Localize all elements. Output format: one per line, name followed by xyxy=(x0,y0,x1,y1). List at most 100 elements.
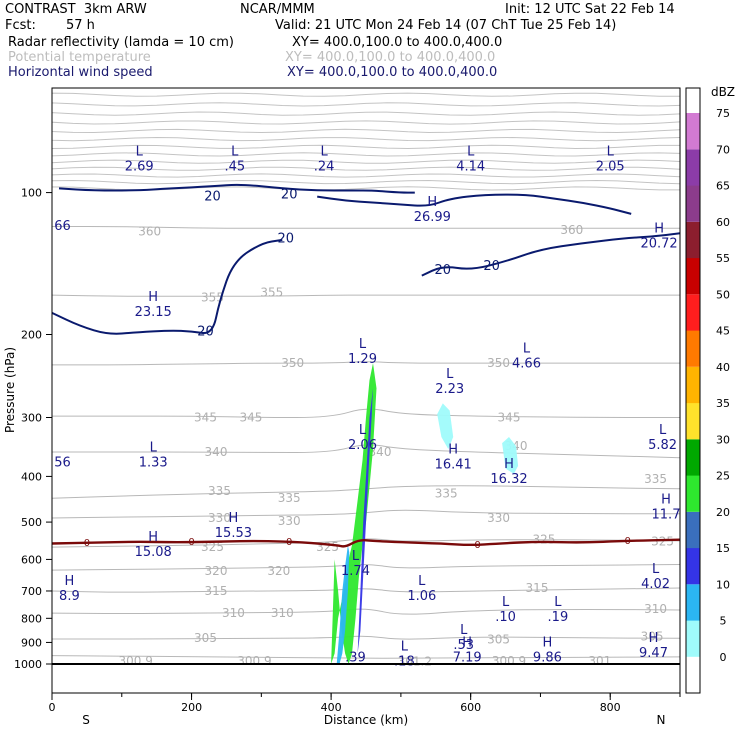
extremum-value: 5.82 xyxy=(648,438,677,453)
valid-time: Valid: 21 UTC Mon 24 Feb 14 (07 ChT Tue … xyxy=(275,18,617,33)
plot-frame xyxy=(51,87,681,694)
colorbar-label: 15 xyxy=(716,542,730,555)
extremum-value: .39 xyxy=(345,650,366,665)
reflectivity-core xyxy=(502,437,519,474)
theta-contour-label: 300.9 xyxy=(237,654,271,668)
colorbar-label: 5 xyxy=(720,615,727,628)
extremum-value: .24 xyxy=(314,160,335,175)
theta-contour-label: 360 xyxy=(560,223,583,237)
theta-contour-line xyxy=(51,294,680,297)
theta-contour-label: 320 xyxy=(267,564,290,578)
upper-band-line xyxy=(51,120,681,125)
field-name-theta: Potential temperature xyxy=(8,50,151,65)
extremum-type: L xyxy=(136,145,144,160)
upper-band-line xyxy=(51,144,680,150)
extremum-value: 1.33 xyxy=(139,456,168,471)
colorbar-swatch xyxy=(686,584,700,621)
theta-contour-label: 355 xyxy=(201,291,224,305)
extremum-type: H xyxy=(448,442,458,457)
extremum-value: 15.53 xyxy=(215,526,252,541)
extremum-value: 8.9 xyxy=(59,589,80,604)
zero-contour: 0 0 0 0 0 xyxy=(51,536,681,551)
wind-contour-line xyxy=(421,232,681,277)
colorbar: 0 5 10 15 20 25 30 35 40 45 50 55 60 65 70 75 xyxy=(685,87,730,694)
colorbar-label: 45 xyxy=(716,325,730,338)
theta-contour-line xyxy=(51,485,681,499)
colorbar-swatch xyxy=(686,439,700,476)
extremum-type: H xyxy=(427,195,437,210)
extremum-type: H xyxy=(462,635,472,650)
extremum-value: 2.23 xyxy=(435,382,464,397)
colorbar-label: 70 xyxy=(716,143,730,156)
theta-contour-line xyxy=(51,361,680,366)
zero-contour-label: 0 xyxy=(84,538,90,549)
upper-band-line xyxy=(51,128,681,134)
theta-contour-label: 345 xyxy=(498,411,521,425)
colorbar-swatch xyxy=(686,403,700,440)
upper-band-line xyxy=(51,166,681,171)
colorbar-swatch xyxy=(686,366,700,404)
zero-contour-label: 0 xyxy=(474,540,480,551)
extremum-value: 16.41 xyxy=(435,457,472,472)
y-tick-label: 500 xyxy=(21,516,42,529)
extremum-type: L xyxy=(467,145,475,160)
colorbar-label: 60 xyxy=(716,216,730,229)
extremum-value: 2.06 xyxy=(348,438,377,453)
colorbar-label: 10 xyxy=(716,578,730,591)
colorbar-label: 0 xyxy=(720,651,727,664)
upper-band-line xyxy=(51,102,681,107)
zero-contour-label: 0 xyxy=(625,536,631,547)
wind-contour-line xyxy=(58,183,415,194)
extremum-value: 2.05 xyxy=(596,160,625,175)
theta-contour-label: 340 xyxy=(205,445,228,459)
extremum-type: L xyxy=(231,145,239,160)
extremum-type: L xyxy=(150,441,158,456)
theta-contour-line xyxy=(51,509,680,519)
colorbar-label: 30 xyxy=(716,433,730,446)
theta-contour-label: 325 xyxy=(201,540,224,554)
extremum-type: H xyxy=(661,492,671,507)
theta-contour-label: 335 xyxy=(435,487,458,501)
extremum-value: .10 xyxy=(495,610,516,625)
colorbar-label: 55 xyxy=(716,252,730,265)
theta-contour-label: 360 xyxy=(138,225,161,239)
colorbar-swatch xyxy=(686,330,700,367)
field-xy-wind: XY= 400.0,100.0 to 400.0,400.0 xyxy=(287,65,498,80)
colorbar-swatch xyxy=(686,149,700,186)
colorbar-label: 20 xyxy=(716,506,730,519)
colorbar-swatch xyxy=(686,258,700,295)
extremum-type: L xyxy=(652,562,660,577)
model-title: CONTRAST 3km ARW xyxy=(5,2,147,17)
colorbar-frame xyxy=(685,87,701,694)
theta-contour-line xyxy=(52,226,680,229)
upper-band-line xyxy=(51,179,681,185)
extremum-value: 4.66 xyxy=(512,357,541,372)
extremum-type: L xyxy=(502,595,510,610)
theta-contour-label: 335 xyxy=(644,472,667,486)
annotations: L2.69L.45L.24L4.14L2.0566H26.99H20.72H23… xyxy=(54,145,680,670)
colorbar-label: 75 xyxy=(716,107,730,120)
theta-contour-label: 350 xyxy=(281,356,304,370)
wind-contour-label: 20 xyxy=(483,259,500,274)
wind-contours: 20 20 20 20 20 20 xyxy=(51,183,681,339)
extremum-value: 9.86 xyxy=(533,650,562,665)
theta-contour-label: 330 xyxy=(487,511,510,525)
y-tick-label: 400 xyxy=(21,470,42,483)
x-tick-label: 0 xyxy=(49,701,56,714)
theta-contour-label: 300.9 xyxy=(492,654,526,668)
theta-contour-label: 310 xyxy=(271,606,294,620)
extremum-value: 15.08 xyxy=(135,545,172,560)
colorbar-swatch xyxy=(686,656,700,694)
colorbar-swatch xyxy=(686,294,700,331)
colorbar-label: 50 xyxy=(716,288,730,301)
extremum-value: 26.99 xyxy=(414,210,451,225)
extremum-type: H xyxy=(654,221,664,236)
wind-contour-label: 20 xyxy=(278,231,295,246)
extremum-value: 7.19 xyxy=(453,650,482,665)
y-tick-label: 1000 xyxy=(14,658,42,671)
upper-band-line xyxy=(51,92,680,97)
upper-band-line xyxy=(51,159,681,164)
colorbar-label: 65 xyxy=(716,180,730,193)
extremum-type: H xyxy=(65,574,75,589)
